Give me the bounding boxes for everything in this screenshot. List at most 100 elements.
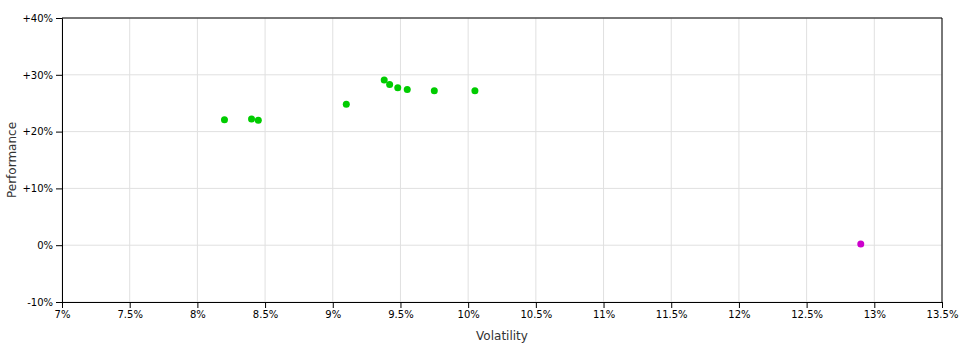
tick: 7.5% bbox=[117, 302, 142, 320]
tick-label: 0% bbox=[37, 240, 53, 251]
axis-line bbox=[56, 19, 63, 303]
tick-mark bbox=[56, 75, 62, 76]
tick-mark bbox=[265, 302, 266, 308]
plot-area bbox=[221, 76, 864, 247]
x-axis-title: Volatility bbox=[476, 329, 528, 343]
tick-mark bbox=[604, 302, 605, 308]
tick-mark bbox=[874, 302, 875, 308]
grid-line-x bbox=[197, 18, 198, 302]
tick-label: -10% bbox=[27, 297, 53, 308]
tick: 9% bbox=[325, 302, 341, 320]
tick: 11% bbox=[593, 302, 615, 320]
tick: 8.5% bbox=[253, 302, 278, 320]
tick-mark bbox=[56, 302, 62, 303]
tick-mark bbox=[468, 302, 469, 308]
grid-line-x bbox=[468, 18, 469, 302]
tick: 11.5% bbox=[656, 302, 688, 320]
tick: 12.5% bbox=[791, 302, 823, 320]
tick-mark bbox=[333, 302, 334, 308]
tick: +20% bbox=[22, 126, 62, 137]
tick-label: +10% bbox=[22, 183, 53, 194]
tick-label: +20% bbox=[22, 126, 53, 137]
grid-line-x bbox=[332, 18, 333, 302]
grid-line-x bbox=[942, 18, 943, 302]
tick: 12% bbox=[728, 302, 750, 320]
point bbox=[404, 86, 411, 93]
tick-mark bbox=[56, 245, 62, 246]
tick-label: 7.5% bbox=[117, 309, 142, 320]
point bbox=[394, 84, 401, 91]
y-axis: -10% 0% +10% +20% +30% +40% bbox=[22, 13, 62, 308]
point bbox=[431, 87, 438, 94]
tick-mark bbox=[536, 302, 537, 308]
grid-line-x bbox=[806, 18, 807, 302]
tick: 8% bbox=[190, 302, 206, 320]
point bbox=[221, 116, 228, 123]
tick: 10% bbox=[458, 302, 480, 320]
tick-label: 11% bbox=[593, 309, 615, 320]
tick: 0% bbox=[37, 240, 62, 251]
tick-mark bbox=[671, 302, 672, 308]
point bbox=[471, 87, 478, 94]
tick-label: 10.5% bbox=[520, 309, 552, 320]
axis-line bbox=[63, 303, 943, 309]
grid-line-y bbox=[62, 74, 942, 75]
y-axis-title: Performance bbox=[5, 122, 19, 198]
tick-mark bbox=[400, 302, 401, 308]
grid-line-x bbox=[874, 18, 875, 302]
tick: +30% bbox=[22, 70, 62, 81]
tick: 13% bbox=[864, 302, 886, 320]
point bbox=[248, 116, 255, 123]
grid-line-x bbox=[671, 18, 672, 302]
tick-mark bbox=[807, 302, 808, 308]
tick: 10.5% bbox=[520, 302, 552, 320]
tick-mark bbox=[56, 132, 62, 133]
tick-label: 8% bbox=[190, 309, 206, 320]
tick-mark bbox=[739, 302, 740, 308]
point bbox=[857, 241, 864, 248]
tick-label: 8.5% bbox=[253, 309, 278, 320]
tick-label: 9% bbox=[325, 309, 341, 320]
tick: -10% bbox=[27, 297, 62, 308]
tick: +40% bbox=[22, 13, 62, 24]
tick-label: +30% bbox=[22, 70, 53, 81]
tick: 13.5% bbox=[927, 302, 959, 320]
chart: 7% 7.5% 8% 8.5% 9% 9.5% 10% 10.5% 11% 11.5% 12% 12.… bbox=[0, 0, 966, 350]
tick: +10% bbox=[22, 183, 62, 194]
tick-label: 11.5% bbox=[656, 309, 688, 320]
tick-mark bbox=[130, 302, 131, 308]
tick-label: 12.5% bbox=[791, 309, 823, 320]
series bbox=[221, 76, 478, 123]
tick-label: +40% bbox=[22, 13, 53, 24]
tick-label: 7% bbox=[55, 309, 71, 320]
x-axis: 7% 7.5% 8% 8.5% 9% 9.5% 10% 10.5% 11% 11.5% 12% 12.… bbox=[55, 302, 959, 320]
grid-line-x bbox=[738, 18, 739, 302]
tick: 9.5% bbox=[388, 302, 413, 320]
frame-right bbox=[942, 18, 943, 302]
grid-line-y bbox=[62, 245, 942, 246]
tick-mark bbox=[942, 302, 943, 308]
grid bbox=[62, 18, 942, 302]
tick-mark bbox=[56, 188, 62, 189]
grid-line-y bbox=[62, 188, 942, 189]
tick-label: 10% bbox=[458, 309, 480, 320]
grid-line-x bbox=[129, 18, 130, 302]
grid-line-y bbox=[62, 18, 942, 19]
tick-mark bbox=[197, 302, 198, 308]
point bbox=[386, 81, 393, 88]
grid-line-x bbox=[603, 18, 604, 302]
grid-line-y bbox=[62, 131, 942, 132]
point bbox=[381, 76, 388, 83]
frame-top bbox=[62, 18, 942, 19]
tick-label: 9.5% bbox=[388, 309, 413, 320]
tick-label: 13% bbox=[864, 309, 886, 320]
tick-mark bbox=[56, 18, 62, 19]
grid-line-x bbox=[535, 18, 536, 302]
tick: 7% bbox=[55, 302, 71, 320]
point bbox=[255, 117, 262, 124]
tick-label: 12% bbox=[728, 309, 750, 320]
series bbox=[857, 241, 864, 248]
grid-line-x bbox=[400, 18, 401, 302]
point bbox=[343, 101, 350, 108]
grid-line-x bbox=[265, 18, 266, 302]
